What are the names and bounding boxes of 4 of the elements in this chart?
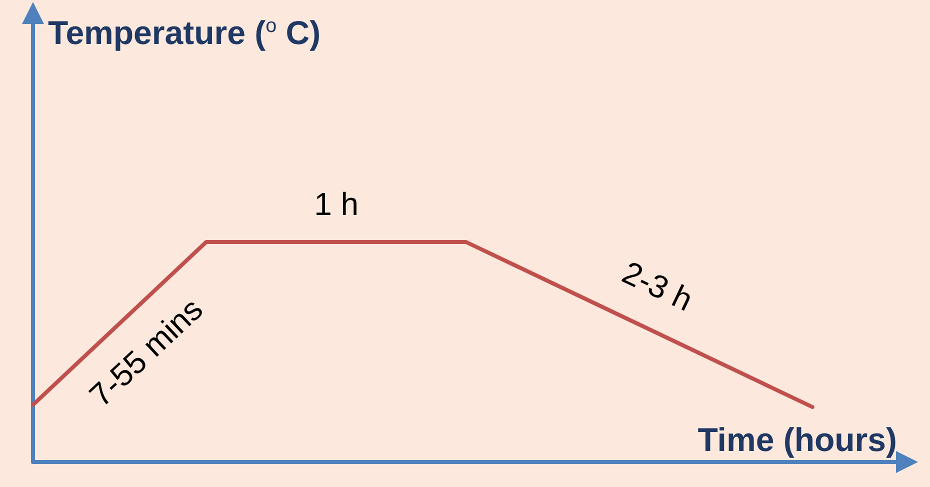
annotation: 2-3 h bbox=[616, 254, 698, 319]
text: 1 h bbox=[314, 186, 359, 222]
text: Temperature ($^{o}$ C) bbox=[48, 14, 321, 52]
x-axis-title: Time (hours) bbox=[698, 421, 897, 458]
